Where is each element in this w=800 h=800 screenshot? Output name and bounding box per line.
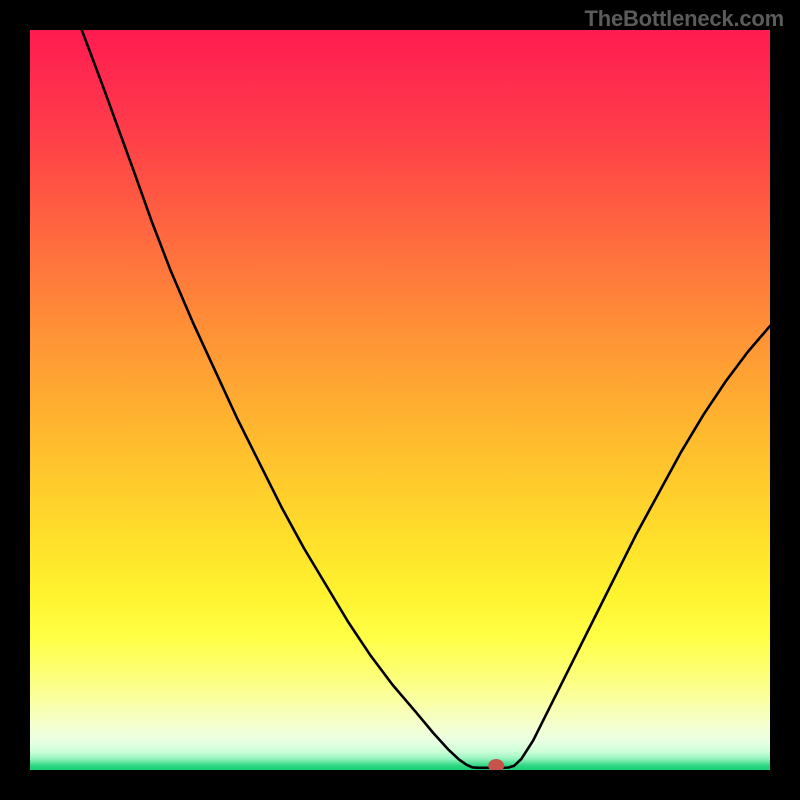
chart-frame: TheBottleneck.com	[0, 0, 800, 800]
plot-svg	[30, 30, 770, 770]
plot-area	[30, 30, 770, 770]
watermark-label: TheBottleneck.com	[584, 6, 784, 32]
gradient-background	[30, 30, 770, 770]
